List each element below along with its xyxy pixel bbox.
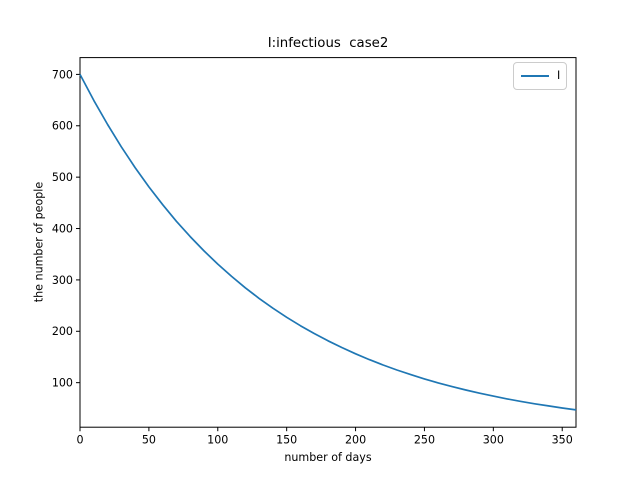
series-line-I <box>79 74 577 411</box>
chart-title: I:infectious case2 <box>267 36 389 51</box>
x-tick-label: 50 <box>142 433 156 446</box>
y-tick-label: 200 <box>52 325 73 338</box>
legend: I <box>513 62 567 90</box>
y-axis-label: the number of people <box>32 181 46 303</box>
x-tick-label: 0 <box>76 433 83 446</box>
x-axis-label: number of days <box>284 451 372 464</box>
y-tick-label: 500 <box>52 171 73 184</box>
y-tick-label: 600 <box>52 120 73 133</box>
x-tick-label: 250 <box>414 433 435 446</box>
y-tick-label: 700 <box>52 68 73 81</box>
y-tick-label: 300 <box>52 274 73 287</box>
x-tick-label: 100 <box>207 433 228 446</box>
legend-line-sample <box>521 75 549 77</box>
legend-entry-label: I <box>557 69 561 83</box>
x-tick-label: 300 <box>483 433 504 446</box>
x-tick-label: 350 <box>552 433 573 446</box>
y-tick-label: 100 <box>52 377 73 390</box>
y-tick-label: 400 <box>52 222 73 235</box>
plot-border <box>79 57 577 428</box>
x-tick-label: 200 <box>345 433 366 446</box>
x-tick-label: 150 <box>276 433 297 446</box>
